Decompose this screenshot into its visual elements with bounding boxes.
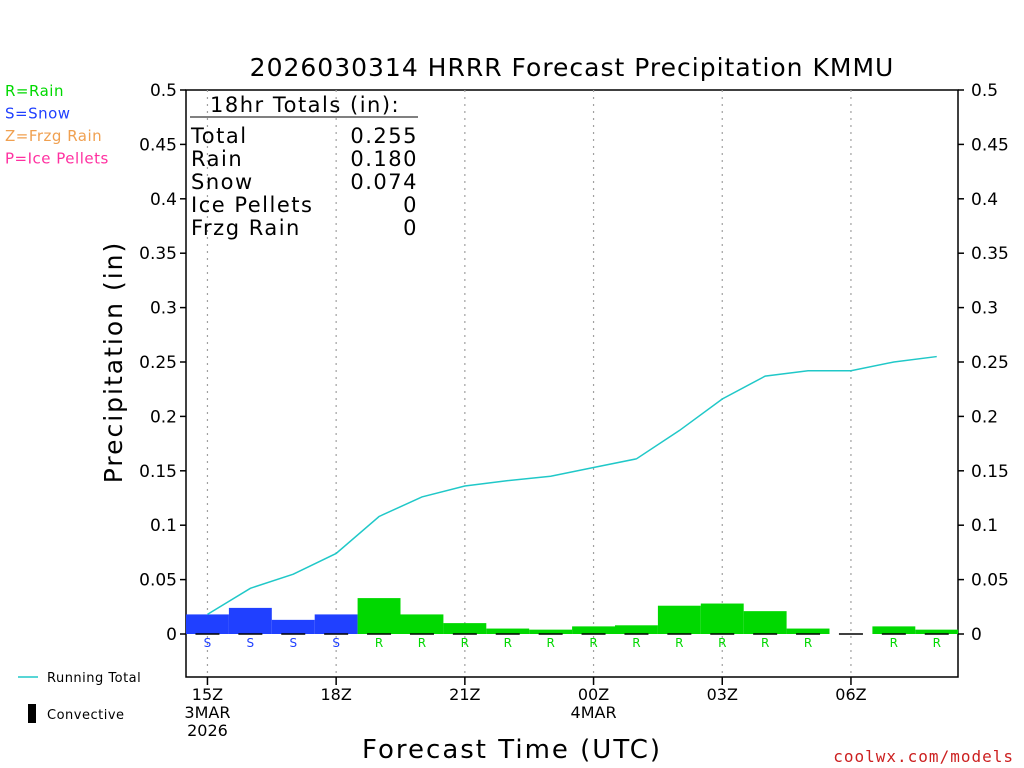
type-label-16: S [247, 636, 255, 650]
running-total-legend-label: Running Total [47, 671, 141, 686]
y-tick-label-left-8: 0.4 [150, 190, 177, 210]
x-axis-label: Forecast Time (UTC) [362, 735, 662, 765]
bar-hour-15 [186, 614, 229, 634]
x-tick-label-4-0: 03Z [707, 685, 738, 704]
type-label-17: S [289, 636, 297, 650]
bar-hour-18 [314, 614, 358, 634]
type-legend-2: Z=Frzg Rain [5, 127, 102, 145]
totals-value-1: 0.180 [350, 147, 418, 171]
bar-hour-26 [657, 605, 701, 634]
x-tick-label-0-2: 2026 [187, 721, 228, 740]
y-tick-label-left-0: 0 [166, 625, 177, 645]
bar-hour-20 [400, 614, 444, 634]
y-tick-label-right-8: 0.4 [971, 190, 998, 210]
type-label-32: R [933, 636, 941, 650]
type-label-31: R [890, 636, 898, 650]
convective-legend-swatch [28, 704, 36, 723]
totals-value-4: 0 [403, 216, 418, 240]
bar-hour-31 [872, 626, 916, 634]
bar-hour-23 [529, 629, 573, 634]
type-legend-3: P=Ice Pellets [5, 150, 109, 168]
convective-legend-label: Convective [47, 708, 125, 723]
type-label-24: R [589, 636, 597, 650]
bar-hour-19 [357, 598, 401, 634]
y-tick-label-right-5: 0.25 [971, 353, 1009, 373]
type-label-22: R [504, 636, 512, 650]
totals-label-3: Ice Pellets [191, 193, 313, 217]
y-tick-label-left-1: 0.05 [139, 571, 177, 591]
x-tick-label-5-0: 06Z [835, 685, 866, 704]
type-label-19: R [375, 636, 383, 650]
totals-label-2: Snow [191, 170, 254, 194]
x-tick-label-3-0: 00Z [578, 685, 609, 704]
x-tick-label-0-1: 3MAR [184, 703, 230, 722]
type-label-18: S [332, 636, 340, 650]
y-tick-label-right-9: 0.45 [971, 135, 1009, 155]
bar-hour-32 [915, 629, 959, 634]
bar-hour-28 [743, 611, 787, 634]
y-tick-label-left-5: 0.25 [139, 353, 177, 373]
type-label-25: R [632, 636, 640, 650]
type-label-26: R [675, 636, 683, 650]
gridlines [206, 90, 852, 677]
plot-frame [185, 89, 959, 678]
bar-hour-16 [228, 607, 272, 634]
y-tick-label-right-6: 0.3 [971, 299, 998, 319]
legend: R=Rain S=Snow Z=Frzg Rain P=Ice Pellets Runn… [5, 82, 141, 723]
type-label-29: R [804, 636, 812, 650]
chart-title: 2026030314 HRRR Forecast Precipitation K… [250, 53, 895, 82]
y-tick-label-left-4: 0.2 [150, 407, 177, 427]
bar-hour-21 [443, 623, 487, 634]
y-tick-label-left-9: 0.45 [139, 135, 177, 155]
y-tick-label-right-10: 0.5 [971, 81, 998, 101]
type-label-21: R [461, 636, 469, 650]
type-label-15: S [204, 636, 212, 650]
type-label-20: R [418, 636, 426, 650]
y-tick-label-right-3: 0.15 [971, 462, 1009, 482]
running-total-series [207, 355, 937, 616]
credit-text: coolwx.com/models [833, 747, 1014, 766]
y-tick-label-right-1: 0.05 [971, 571, 1009, 591]
totals-label-4: Frzg Rain [191, 216, 301, 240]
bar-hour-24 [572, 626, 615, 634]
bar-hour-29 [786, 628, 830, 634]
y-tick-label-left-6: 0.3 [150, 299, 177, 319]
bar-hour-17 [271, 619, 315, 634]
y-tick-label-left-10: 0.5 [150, 81, 177, 101]
y-tick-label-left-2: 0.1 [150, 516, 177, 536]
totals-box: 18hr Totals (in): Total 0.255 Rain 0.180 Snow… [190, 93, 418, 240]
y-tick-label-right-0: 0 [971, 625, 982, 645]
totals-label-0: Total [190, 124, 248, 148]
type-label-28: R [761, 636, 769, 650]
totals-label-1: Rain [191, 147, 243, 171]
totals-value-0: 0.255 [350, 124, 418, 148]
type-legend-1: S=Snow [5, 105, 71, 123]
y-tick-label-right-4: 0.2 [971, 407, 998, 427]
bar-hour-22 [486, 628, 530, 634]
y-tick-label-left-3: 0.15 [139, 462, 177, 482]
type-legend-0: R=Rain [5, 82, 64, 100]
type-label-23: R [546, 636, 554, 650]
y-axis: 0 00.05 0.050.1 0.10.15 0.150.2 0.20.25 0.250.… [139, 81, 1009, 645]
totals-value-3: 0 [403, 193, 418, 217]
x-tick-label-0-0: 15Z [192, 685, 223, 704]
precip-bars [186, 598, 959, 634]
type-label-27: R [718, 636, 726, 650]
y-axis-label: Precipitation (in) [99, 241, 128, 484]
x-tick-label-1-0: 18Z [320, 685, 351, 704]
running-total-line [207, 355, 937, 616]
y-tick-label-right-7: 0.35 [971, 244, 1009, 264]
bar-hour-27 [700, 603, 744, 634]
totals-title: 18hr Totals (in): [210, 93, 400, 117]
totals-value-2: 0.074 [350, 170, 418, 194]
y-tick-label-left-7: 0.35 [139, 244, 177, 264]
bar-hour-25 [615, 625, 658, 634]
x-tick-label-2-0: 21Z [449, 685, 480, 704]
y-tick-label-right-2: 0.1 [971, 516, 998, 536]
x-tick-label-3-1: 4MAR [571, 703, 617, 722]
